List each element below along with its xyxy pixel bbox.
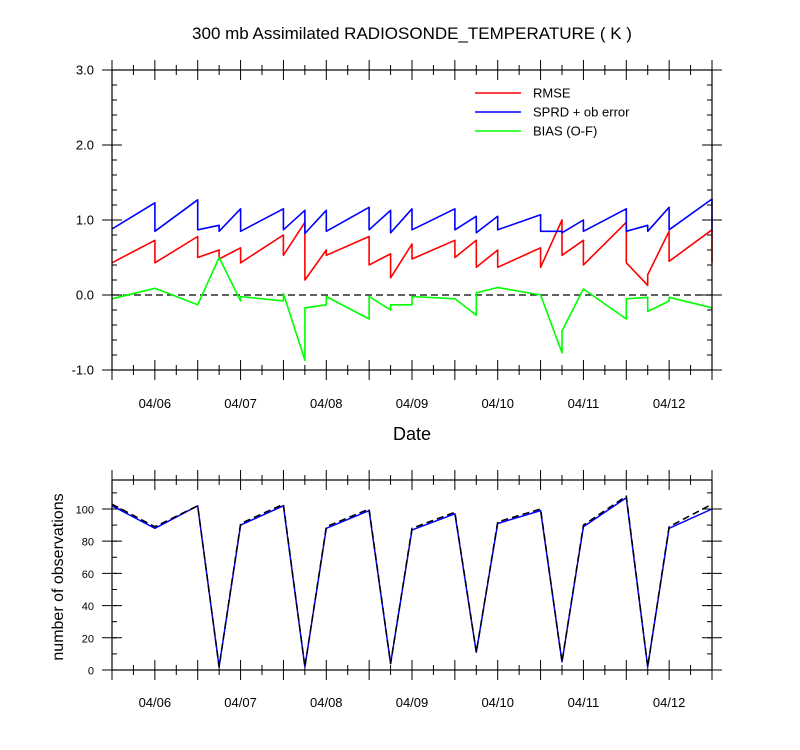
legend-label-rmse: RMSE bbox=[533, 86, 571, 101]
top-chart: 300 mb Assimilated RADIOSONDE_TEMPERATUR… bbox=[72, 24, 722, 444]
series-line-rmse bbox=[111, 219, 713, 287]
y-tick-label: 60 bbox=[82, 569, 94, 581]
y-tick-label: -1.0 bbox=[72, 363, 94, 378]
series-line-sprd-ob-error bbox=[111, 198, 713, 235]
legend: RMSE SPRD + ob error BIAS (O-F) bbox=[475, 86, 630, 139]
y-tick-label: 0 bbox=[88, 666, 94, 678]
observation-count-line-solid bbox=[111, 496, 713, 668]
legend-label-sprd-ob-error: SPRD + ob error bbox=[533, 105, 630, 120]
x-tick-label: 04/06 bbox=[139, 695, 172, 710]
series-line-bias-o-f bbox=[111, 256, 713, 362]
x-tick-label: 04/11 bbox=[568, 396, 600, 411]
x-tick-label: 04/09 bbox=[396, 695, 429, 710]
bottom-chart-frame bbox=[111, 479, 713, 671]
top-chart-ticks: 04/06 04/07 04/08 04/09 04/10 04/11 04/12 -1.0 0… bbox=[72, 60, 722, 411]
y-tick-label: 1.0 bbox=[76, 213, 94, 228]
top-chart-series bbox=[111, 198, 713, 362]
x-tick-label: 04/07 bbox=[224, 695, 257, 710]
x-tick-label: 04/11 bbox=[568, 695, 600, 710]
y-tick-label: 80 bbox=[82, 537, 94, 549]
y-axis-label: number of observations bbox=[50, 493, 67, 660]
x-tick-label: 04/09 bbox=[396, 396, 429, 411]
y-tick-label: 0.0 bbox=[76, 288, 94, 303]
y-tick-label: 100 bbox=[76, 504, 94, 516]
x-tick-label: 04/06 bbox=[139, 396, 172, 411]
x-tick-label: 04/08 bbox=[310, 695, 343, 710]
x-tick-label: 04/12 bbox=[653, 695, 686, 710]
x-axis-label: Date bbox=[393, 424, 431, 444]
y-tick-label: 3.0 bbox=[76, 63, 94, 78]
x-tick-label: 04/12 bbox=[653, 396, 686, 411]
x-tick-label: 04/10 bbox=[481, 396, 514, 411]
x-tick-label: 04/08 bbox=[310, 396, 343, 411]
bottom-chart: 04/06 04/07 04/08 04/09 04/10 04/11 04/12 0 20 40… bbox=[50, 470, 722, 710]
y-tick-label: 40 bbox=[82, 601, 94, 613]
y-tick-label: 20 bbox=[82, 633, 94, 645]
y-tick-label: 2.0 bbox=[76, 138, 94, 153]
legend-label-bias-o-f: BIAS (O-F) bbox=[533, 124, 597, 139]
x-tick-label: 04/10 bbox=[481, 695, 514, 710]
bottom-chart-ticks: 04/06 04/07 04/08 04/09 04/10 04/11 04/12 0 20 40… bbox=[76, 470, 722, 710]
x-tick-label: 04/07 bbox=[224, 396, 257, 411]
observation-count-line-dashed bbox=[111, 495, 713, 668]
top-chart-frame bbox=[111, 69, 713, 371]
bottom-chart-series bbox=[111, 495, 713, 668]
chart-title: 300 mb Assimilated RADIOSONDE_TEMPERATUR… bbox=[192, 24, 632, 43]
